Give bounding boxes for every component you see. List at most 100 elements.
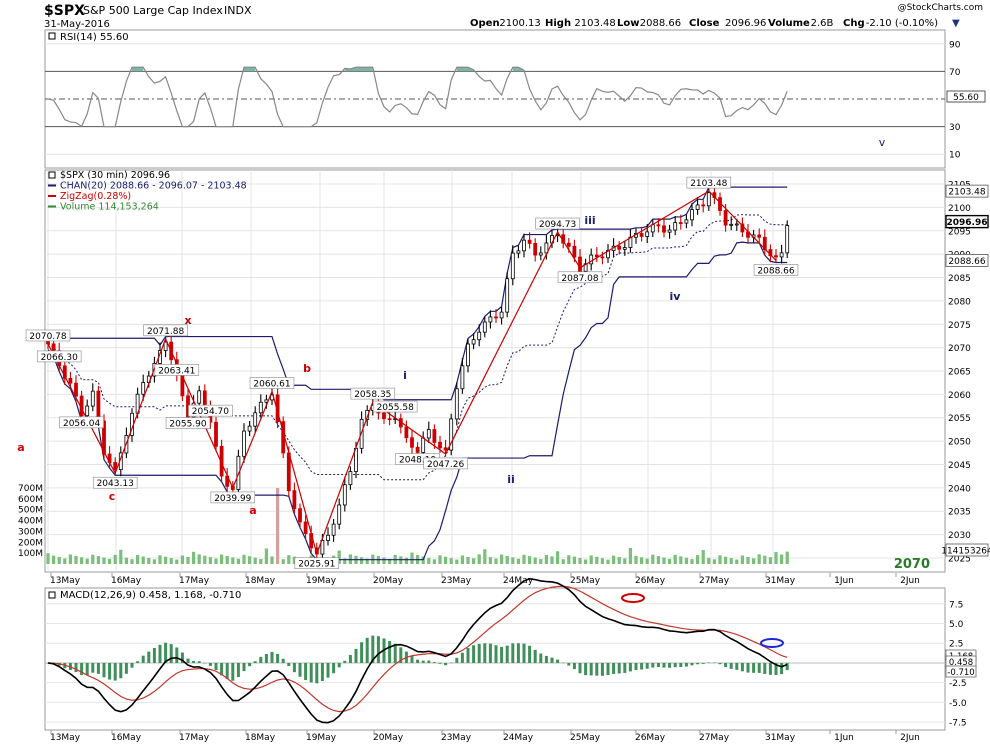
macd-histogram-bar (612, 662, 616, 674)
macd-histogram-bar (231, 662, 235, 681)
macd-histogram-bar (270, 651, 274, 663)
price-bar-body (242, 430, 246, 457)
quote-value: 2088.66 (640, 18, 681, 29)
rsi-tick-label: 70 (949, 68, 961, 78)
volume-bar (270, 556, 274, 564)
price-tick-label: 2065 (948, 368, 971, 378)
macd-histogram-bar (578, 662, 582, 674)
volume-bar (640, 557, 644, 564)
wave-label: iii (584, 214, 595, 227)
exchange-label: INDX (224, 4, 252, 17)
volume-bar (785, 551, 789, 564)
macd-histogram-bar (158, 644, 162, 663)
macd-histogram-bar (332, 662, 336, 674)
price-bar-body (572, 245, 577, 258)
price-tag (945, 254, 989, 267)
volume-bar (617, 557, 621, 564)
macd-histogram-bar (544, 655, 548, 663)
quote-row: Open 2100.13 High 2103.48 Low 2088.66 Close 209… (470, 18, 938, 29)
pivot-label-box (92, 476, 138, 489)
macd-histogram-bar (393, 643, 397, 663)
volume-bar (253, 557, 257, 564)
volume-bar (360, 557, 364, 564)
price-bar-body (488, 316, 493, 323)
volume-bar (746, 556, 750, 564)
price-bar-body (516, 250, 521, 254)
volume-bar (572, 556, 576, 564)
macd-histogram-bar (539, 653, 543, 663)
index-name: S&P 500 Large Cap Index (83, 4, 223, 17)
macd-histogram-bar (505, 645, 509, 663)
macd-histogram-bar (315, 662, 319, 684)
price-bar-body (320, 540, 325, 555)
price-bar-body (494, 316, 498, 319)
macd-tick-label: -7.5 (949, 719, 967, 729)
volume-bar (85, 558, 89, 564)
volume-bar (768, 557, 772, 564)
volume-bar (740, 555, 744, 564)
price-bar-body (510, 252, 515, 280)
macd-histogram-bar (438, 662, 442, 664)
macd-histogram-bar (169, 644, 173, 663)
macd-histogram-bar (292, 662, 296, 673)
macd-histogram-bar (707, 662, 711, 664)
volume-bar (113, 554, 117, 564)
price-bar-body (617, 245, 622, 250)
pivot-label-box (423, 457, 468, 470)
macd-histogram-bar (595, 662, 599, 676)
pivot-label: 2094.73 (539, 220, 576, 230)
x-tick-label: 1Jun (834, 576, 854, 586)
macd-histogram-bar (444, 662, 448, 666)
price-bar-body (662, 225, 666, 233)
volume-bar (656, 556, 660, 564)
volume-bar (673, 554, 677, 564)
volume-bar (91, 554, 95, 564)
x-tick-label: 20May (373, 733, 404, 743)
price-bar-body (471, 339, 476, 345)
rsi-tick-label: 90 (949, 40, 961, 50)
volume-bar (52, 555, 56, 564)
price-bar-body (421, 437, 426, 453)
wave-label: iv (670, 290, 682, 303)
quote-value: 2103.48 (574, 18, 615, 29)
price-bar-body (527, 239, 532, 244)
volume-bar (382, 557, 386, 564)
volume-bar (483, 549, 487, 564)
price-bar-body (589, 254, 594, 265)
macd-tick-label: 7.5 (949, 600, 963, 610)
wave-label: c (109, 490, 116, 503)
volume-bar (763, 555, 767, 564)
volume-bar (276, 487, 280, 564)
volume-bar (600, 558, 604, 564)
channel-lower-line (47, 241, 788, 561)
macd-histogram-bar (785, 662, 789, 671)
price-tick-label: 2050 (948, 438, 971, 448)
macd-histogram-bar (80, 662, 84, 675)
volume-bar (539, 559, 543, 564)
price-bar-body (331, 523, 336, 536)
volume-tick-label: 500M (18, 506, 43, 516)
price-bar-body (701, 204, 706, 207)
price-bar-body (96, 390, 101, 422)
macd-histogram-bar (752, 662, 756, 673)
price-tag-text: 2103.48 (948, 188, 985, 198)
x-tick-label: 13May (50, 733, 81, 743)
price-bar-body (298, 508, 302, 523)
price-bar-body (404, 426, 409, 439)
price-bar-body (774, 255, 778, 258)
volume-bar (427, 557, 431, 564)
x-tick-label: 23May (441, 576, 472, 586)
rsi-legend: RSI(14) 55.60 (60, 32, 129, 43)
quote-label: Volume (768, 18, 810, 29)
macd-histogram-bar (119, 662, 123, 679)
price-bar-body (757, 234, 762, 238)
price-tick-label: 2055 (948, 414, 971, 424)
volume-bar (203, 555, 207, 564)
volume-bar (578, 558, 582, 564)
volume-bar (668, 558, 672, 564)
volume-bar (438, 555, 442, 564)
macd-histogram-bar (483, 643, 487, 663)
price-bar-body (197, 390, 202, 404)
volume-bar (292, 556, 296, 564)
